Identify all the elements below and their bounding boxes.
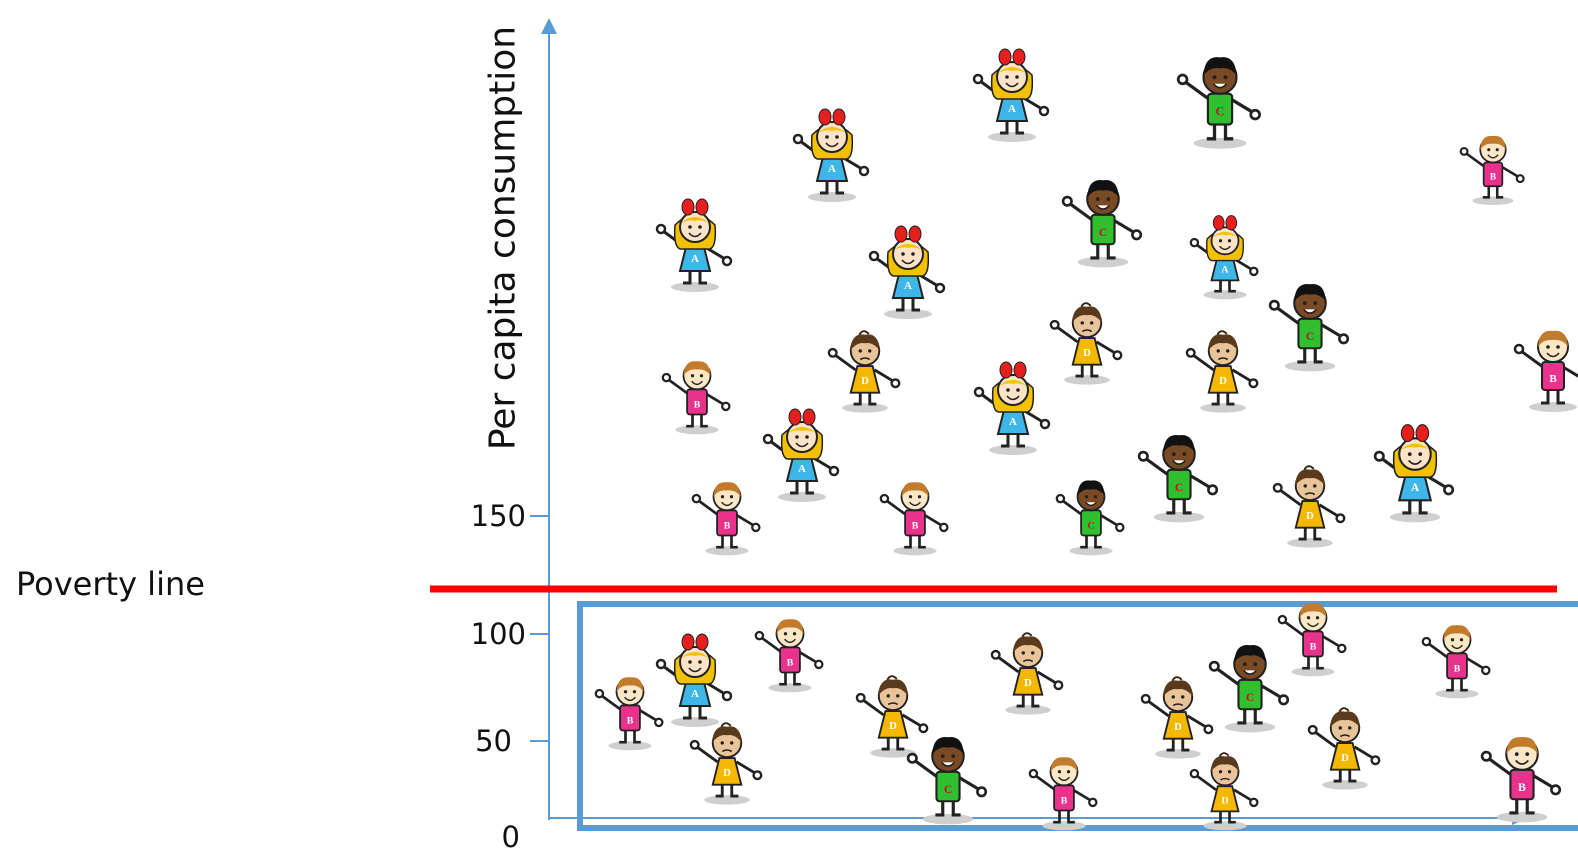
non-poor-child-boy-green-shirt-icon: C (1061, 179, 1143, 268)
poor-child-small-child-pink-shirt-icon: B (1480, 737, 1562, 823)
poor-child-child-yellow-shirt-icon: D (1189, 752, 1259, 831)
non-poor-child-small-child-pink-shirt-icon: B (661, 361, 731, 435)
poverty-line-label: Poverty line (16, 565, 205, 603)
svg-text:B: B (724, 520, 731, 531)
svg-text:C: C (1099, 227, 1107, 239)
svg-text:D: D (1083, 348, 1091, 359)
svg-text:C: C (1175, 482, 1183, 494)
svg-text:B: B (694, 399, 701, 410)
svg-text:A: A (904, 280, 912, 292)
poor-child-girl-red-bow-icon: A (655, 633, 733, 727)
poor-child-child-yellow-shirt-icon: D (855, 675, 929, 758)
non-poor-child-girl-red-bow-icon: A (973, 361, 1051, 455)
svg-text:A: A (691, 253, 699, 265)
non-poor-child-boy-green-shirt-icon: C (1176, 57, 1261, 149)
svg-text:C: C (944, 784, 952, 796)
svg-text:B: B (1310, 641, 1317, 652)
poor-child-child-yellow-shirt-icon: D (689, 722, 763, 805)
tick-label-50: 50 (475, 724, 512, 758)
svg-text:B: B (912, 520, 919, 531)
poor-child-small-child-pink-shirt-icon: B (1028, 757, 1098, 831)
non-poor-child-girl-red-bow-icon: A (655, 198, 733, 292)
poor-child-small-child-pink-shirt-icon: B (754, 619, 824, 693)
non-poor-child-girl-red-bow-icon: A (1189, 215, 1259, 300)
non-poor-child-child-yellow-shirt-icon: D (1049, 302, 1123, 385)
non-poor-child-small-child-pink-shirt-icon: B (1513, 330, 1578, 412)
poor-child-small-child-pink-shirt-icon: B (594, 677, 664, 751)
svg-text:D: D (1306, 511, 1314, 522)
svg-text:B: B (1490, 172, 1496, 182)
tick-label-150: 150 (470, 499, 526, 533)
svg-text:B: B (1061, 795, 1068, 806)
non-poor-child-boy-green-shirt-icon: C (1137, 434, 1219, 523)
non-poor-child-girl-red-bow-icon: A (972, 48, 1050, 142)
svg-text:A: A (1008, 103, 1016, 115)
tick-label-100: 100 (470, 617, 526, 651)
svg-text:D: D (723, 768, 731, 779)
svg-text:B: B (1549, 373, 1557, 385)
svg-text:A: A (828, 163, 836, 175)
svg-text:D: D (1341, 753, 1349, 764)
poor-child-boy-green-shirt-icon: C (1208, 644, 1290, 733)
svg-text:B: B (1454, 663, 1461, 674)
svg-text:C: C (1216, 105, 1225, 119)
non-poor-child-girl-red-bow-icon: A (762, 408, 840, 502)
svg-text:B: B (1518, 782, 1526, 794)
poor-child-small-child-pink-shirt-icon: B (1277, 603, 1347, 677)
poor-child-small-child-pink-shirt-icon: B (1421, 625, 1491, 699)
poor-child-child-yellow-shirt-icon: D (1307, 707, 1381, 790)
non-poor-child-child-yellow-shirt-icon: D (1272, 465, 1346, 548)
poor-child-child-yellow-shirt-icon: D (1140, 676, 1214, 759)
non-poor-child-girl-red-bow-icon: A (1373, 424, 1455, 523)
svg-text:A: A (1009, 416, 1017, 428)
svg-text:A: A (798, 463, 806, 475)
non-poor-child-child-yellow-shirt-icon: D (827, 330, 901, 413)
non-poor-child-girl-red-bow-icon: A (868, 225, 946, 319)
poor-child-boy-green-shirt-icon: C (906, 736, 988, 825)
svg-text:A: A (1411, 482, 1420, 494)
non-poor-child-child-yellow-shirt-icon: D (1185, 330, 1259, 413)
non-poor-child-small-child-pink-shirt-icon: B (879, 482, 949, 556)
non-poor-child-boy-green-shirt-icon: C (1055, 480, 1125, 556)
svg-text:A: A (1221, 264, 1229, 275)
poor-child-child-yellow-shirt-icon: D (990, 632, 1064, 715)
svg-text:C: C (1087, 520, 1094, 531)
svg-text:D: D (1221, 795, 1228, 806)
non-poor-child-boy-green-shirt-icon: C (1268, 283, 1350, 372)
svg-text:A: A (691, 688, 699, 700)
non-poor-child-small-child-pink-shirt-icon: B (691, 482, 761, 556)
y-axis-arrow (541, 18, 557, 34)
svg-text:D: D (889, 721, 897, 732)
svg-text:D: D (1174, 722, 1182, 733)
non-poor-child-small-child-pink-shirt-icon: B (1459, 135, 1525, 205)
tick-label-0: 0 (501, 820, 520, 854)
svg-text:C: C (1246, 692, 1254, 704)
svg-text:D: D (1024, 678, 1032, 689)
non-poor-child-girl-red-bow-icon: A (792, 108, 870, 202)
svg-text:C: C (1306, 331, 1314, 343)
children-figures: A A A C B A C A B D D C D A B A C D B B C A B A B D D D C B D C B D B D B (594, 48, 1578, 831)
y-axis-label: Per capita consumption (482, 25, 524, 451)
svg-text:D: D (1219, 376, 1227, 387)
svg-text:B: B (787, 657, 794, 668)
svg-text:B: B (627, 715, 634, 726)
svg-text:D: D (861, 376, 869, 387)
